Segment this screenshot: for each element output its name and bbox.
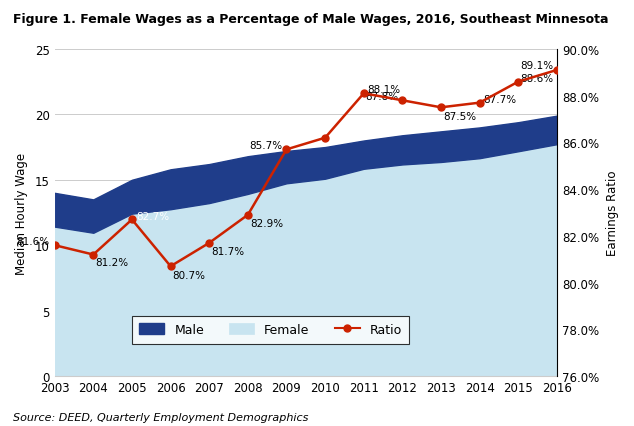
Text: 81.7%: 81.7%	[211, 247, 244, 257]
Text: 82.7%: 82.7%	[136, 211, 169, 221]
Y-axis label: Median Hourly Wage: Median Hourly Wage	[15, 152, 28, 274]
Text: 87.7%: 87.7%	[484, 95, 517, 104]
Legend: Male, Female, Ratio: Male, Female, Ratio	[132, 316, 410, 344]
Text: 80.7%: 80.7%	[172, 270, 205, 280]
Text: Figure 1. Female Wages as a Percentage of Male Wages, 2016, Southeast Minnesota: Figure 1. Female Wages as a Percentage o…	[13, 13, 608, 26]
Text: 87.5%: 87.5%	[443, 112, 476, 121]
Text: 88.1%: 88.1%	[368, 85, 401, 95]
Text: Source: DEED, Quarterly Employment Demographics: Source: DEED, Quarterly Employment Demog…	[13, 412, 308, 422]
Text: 89.1%: 89.1%	[520, 61, 553, 71]
Text: 81.2%: 81.2%	[95, 258, 128, 268]
Text: 86.2%: 86.2%	[329, 130, 362, 139]
Text: 82.9%: 82.9%	[250, 219, 283, 229]
Y-axis label: Earnings Ratio: Earnings Ratio	[606, 170, 619, 256]
Text: 81.6%: 81.6%	[16, 236, 49, 246]
Text: 85.7%: 85.7%	[250, 141, 283, 150]
Text: 87.8%: 87.8%	[365, 92, 399, 102]
Text: 88.6%: 88.6%	[521, 74, 553, 83]
